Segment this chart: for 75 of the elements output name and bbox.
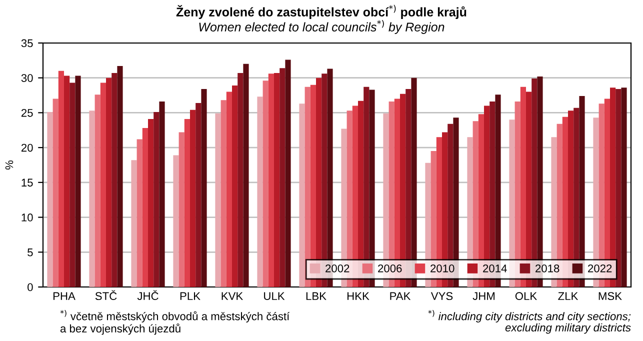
y-tick-label: 0 bbox=[28, 283, 33, 292]
x-tick-label: JHM bbox=[472, 292, 495, 300]
bar bbox=[89, 110, 95, 287]
x-tick-label: HKK bbox=[347, 292, 370, 300]
bar bbox=[47, 112, 53, 287]
x-tick-label: KVK bbox=[222, 292, 243, 300]
bar bbox=[238, 72, 244, 287]
bar bbox=[178, 132, 184, 287]
bar bbox=[257, 96, 263, 287]
x-tick-label: STČ bbox=[95, 290, 117, 300]
legend-label: 2002 bbox=[326, 264, 350, 272]
bar bbox=[215, 113, 221, 287]
bar bbox=[173, 155, 179, 287]
bar bbox=[100, 82, 106, 287]
bar bbox=[142, 128, 148, 287]
bar bbox=[184, 118, 190, 287]
x-tick-label: VYS bbox=[430, 292, 453, 300]
bar bbox=[106, 78, 112, 287]
bar bbox=[52, 98, 58, 287]
y-tick-label: 20 bbox=[21, 144, 33, 152]
bar bbox=[243, 64, 249, 287]
x-tick-label: ZLK bbox=[558, 292, 578, 300]
bar bbox=[94, 94, 100, 287]
bar bbox=[136, 139, 142, 287]
bar bbox=[299, 104, 305, 287]
bar bbox=[112, 72, 118, 287]
bar bbox=[621, 88, 627, 287]
x-tick-label: LBK bbox=[306, 292, 326, 300]
bar bbox=[262, 80, 268, 287]
x-tick-label: PAK bbox=[390, 292, 411, 300]
bar bbox=[616, 89, 622, 287]
x-tick-label: PLK bbox=[180, 292, 200, 300]
chart-title: Ženy zvolené do zastupitelstev obcí$^{*)}$ podle krajů bbox=[176, 4, 466, 19]
bar bbox=[280, 68, 286, 287]
y-tick-label: 35 bbox=[21, 39, 33, 48]
y-axis-title: % bbox=[5, 160, 14, 170]
legend-label: 2006 bbox=[378, 264, 402, 272]
y-tick-label: 15 bbox=[22, 178, 33, 187]
bar bbox=[369, 90, 375, 287]
bar bbox=[190, 110, 196, 287]
x-tick-label: ULK bbox=[264, 292, 285, 300]
y-tick-label: 5 bbox=[28, 248, 33, 256]
x-tick-label: PHA bbox=[53, 292, 76, 300]
y-tick-label: 30 bbox=[21, 74, 33, 82]
text: $^{*)}$ including city districts and city sections; excluding military districts bbox=[428, 310, 631, 334]
bar bbox=[75, 76, 81, 287]
chart-subtitle: Women elected to local councils$^{*)}$ by Region bbox=[199, 20, 444, 34]
bar bbox=[232, 86, 238, 287]
bar bbox=[268, 74, 274, 287]
bar bbox=[220, 100, 226, 287]
bar bbox=[148, 118, 154, 287]
y-tick-label: 25 bbox=[21, 108, 33, 117]
bar bbox=[226, 92, 232, 287]
bar bbox=[159, 102, 165, 287]
legend-label: 2014 bbox=[483, 264, 507, 272]
bar bbox=[131, 160, 137, 287]
x-tick-label: MSK bbox=[598, 292, 622, 300]
bar bbox=[274, 72, 280, 287]
bar bbox=[117, 66, 123, 287]
bar bbox=[411, 78, 417, 287]
legend-label: 2018 bbox=[536, 264, 560, 272]
bar bbox=[196, 102, 202, 287]
y-tick-label: 10 bbox=[22, 214, 33, 222]
legend-label: 2010 bbox=[430, 264, 454, 272]
bar bbox=[64, 76, 70, 287]
bar bbox=[70, 82, 76, 287]
bar bbox=[201, 89, 207, 287]
bar bbox=[154, 112, 160, 287]
bar bbox=[579, 96, 585, 287]
bar bbox=[58, 70, 64, 287]
x-tick-label: JHČ bbox=[137, 290, 158, 300]
x-tick-label: OLK bbox=[515, 292, 537, 300]
bar bbox=[285, 60, 291, 287]
text: $^{*)}$ včetně městských obvodů a městských částí a bez vojenských újezdů bbox=[60, 310, 290, 335]
legend-label: 2022 bbox=[588, 264, 612, 272]
